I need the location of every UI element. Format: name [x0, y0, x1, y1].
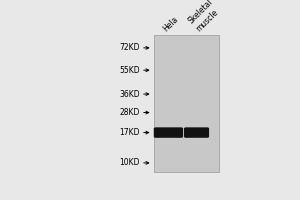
Text: 28KD: 28KD — [119, 108, 140, 117]
Bar — [154, 35, 219, 172]
Text: 10KD: 10KD — [119, 158, 140, 167]
Text: Skeletal
muscle: Skeletal muscle — [187, 0, 222, 33]
Text: 36KD: 36KD — [119, 90, 140, 99]
Text: 17KD: 17KD — [119, 128, 140, 137]
Text: 72KD: 72KD — [119, 43, 140, 52]
Text: 55KD: 55KD — [119, 66, 140, 75]
FancyBboxPatch shape — [184, 127, 209, 138]
Text: Hela: Hela — [161, 15, 180, 33]
FancyBboxPatch shape — [154, 127, 183, 138]
